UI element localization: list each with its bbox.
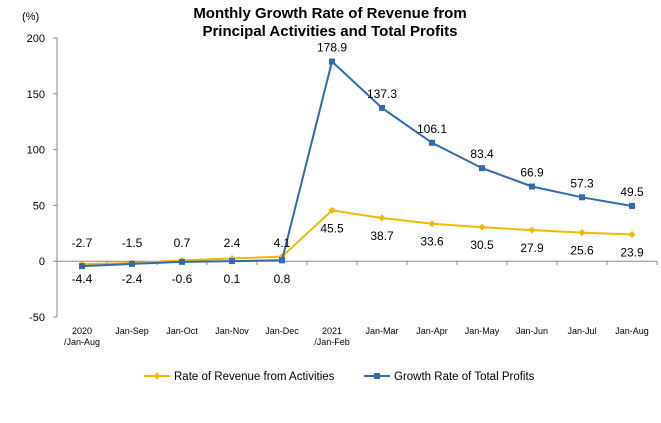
- data-label: -2.4: [122, 272, 143, 286]
- x-tick-label: Jan-Mar: [365, 326, 398, 336]
- x-tick-label: Jan-Sep: [115, 326, 149, 336]
- data-label: 27.9: [520, 241, 544, 255]
- y-tick-label: -50: [29, 312, 45, 324]
- data-point: [529, 183, 535, 190]
- data-point: [578, 229, 586, 237]
- legend-label: Growth Rate of Total Profits: [394, 371, 535, 383]
- y-unit-label: (%): [22, 11, 39, 23]
- data-point: [579, 194, 585, 201]
- legend-marker: [153, 372, 161, 380]
- x-tick-label: 2020: [72, 326, 92, 336]
- x-tick-label: /Jan-Aug: [64, 337, 100, 347]
- x-tick-label: Jan-Jun: [516, 326, 548, 336]
- data-label: 0.8: [274, 272, 291, 286]
- data-point: [528, 226, 536, 234]
- data-label: -0.6: [172, 272, 193, 286]
- x-tick-label: Jan-May: [465, 326, 500, 336]
- data-label: 0.7: [174, 236, 191, 250]
- x-tick-label: Jan-Jul: [567, 326, 596, 336]
- data-point: [479, 165, 485, 172]
- x-tick-label: /Jan-Feb: [314, 337, 350, 347]
- series-layer: [78, 58, 636, 270]
- x-tick-label: Jan-Aug: [615, 326, 649, 336]
- data-point: [229, 258, 235, 265]
- data-label: 83.4: [470, 147, 494, 161]
- data-label: 0.1: [224, 272, 241, 286]
- data-point: [478, 223, 486, 231]
- data-point: [329, 58, 335, 65]
- data-label: 25.6: [570, 244, 594, 258]
- data-label: -1.5: [122, 236, 143, 250]
- y-tick-label: 200: [27, 33, 45, 45]
- data-labels: -2.7 -1.5 0.7 2.4 4.1 45.5 38.7 33.6 30.5 27.9 25.…: [72, 41, 644, 286]
- series-line-1: [81, 59, 633, 268]
- data-point: [429, 139, 435, 146]
- legend-marker: [374, 373, 380, 379]
- x-tick-label: 2021: [322, 326, 342, 336]
- data-point: [629, 202, 635, 209]
- data-point: [428, 220, 436, 228]
- data-label: 45.5: [320, 221, 344, 235]
- data-label: 57.3: [570, 176, 594, 190]
- data-point: [79, 263, 85, 270]
- x-tick-label: Jan-Oct: [166, 326, 198, 336]
- data-point: [378, 214, 386, 222]
- axes: -50 0 50 100 150 200 2020/Jan-Aug Jan-Sep Jan-Oc…: [27, 33, 658, 347]
- data-label: 23.9: [620, 246, 644, 260]
- y-tick-label: 150: [27, 89, 45, 101]
- x-tick-label: Jan-Dec: [265, 326, 299, 336]
- data-label: 137.3: [367, 87, 397, 101]
- legend-label: Rate of Revenue from Activities: [174, 371, 335, 383]
- chart-title-line-2: Principal Activities and Total Profits: [202, 23, 457, 40]
- data-point: [179, 258, 185, 265]
- data-point: [129, 260, 135, 267]
- data-label: 178.9: [317, 41, 347, 55]
- x-tick-label: Jan-Apr: [416, 326, 448, 336]
- data-point: [279, 257, 285, 264]
- data-point: [379, 104, 385, 111]
- data-label: -4.4: [72, 272, 93, 286]
- data-label: 4.1: [274, 236, 291, 250]
- x-tick-label: Jan-Nov: [215, 326, 249, 336]
- data-point: [628, 231, 636, 239]
- chart-title-line-1: Monthly Growth Rate of Revenue from: [193, 5, 466, 22]
- y-tick-label: 50: [33, 200, 45, 212]
- data-label: -2.7: [72, 236, 93, 250]
- legend: Rate of Revenue from Activities Growth Ra…: [144, 371, 535, 383]
- data-label: 66.9: [520, 166, 544, 180]
- data-label: 33.6: [420, 235, 444, 249]
- data-label: 106.1: [417, 122, 447, 136]
- data-point: [328, 206, 336, 214]
- data-label: 30.5: [470, 238, 494, 252]
- data-label: 49.5: [620, 185, 644, 199]
- y-tick-label: 100: [27, 145, 45, 157]
- series-line-0: [81, 209, 633, 266]
- data-label: 2.4: [224, 236, 241, 250]
- y-tick-label: 0: [39, 256, 45, 268]
- data-label: 38.7: [370, 229, 394, 243]
